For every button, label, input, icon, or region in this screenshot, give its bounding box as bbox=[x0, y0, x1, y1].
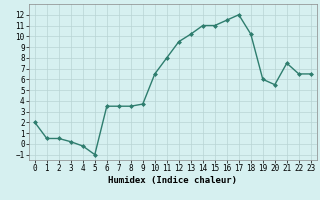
X-axis label: Humidex (Indice chaleur): Humidex (Indice chaleur) bbox=[108, 176, 237, 185]
